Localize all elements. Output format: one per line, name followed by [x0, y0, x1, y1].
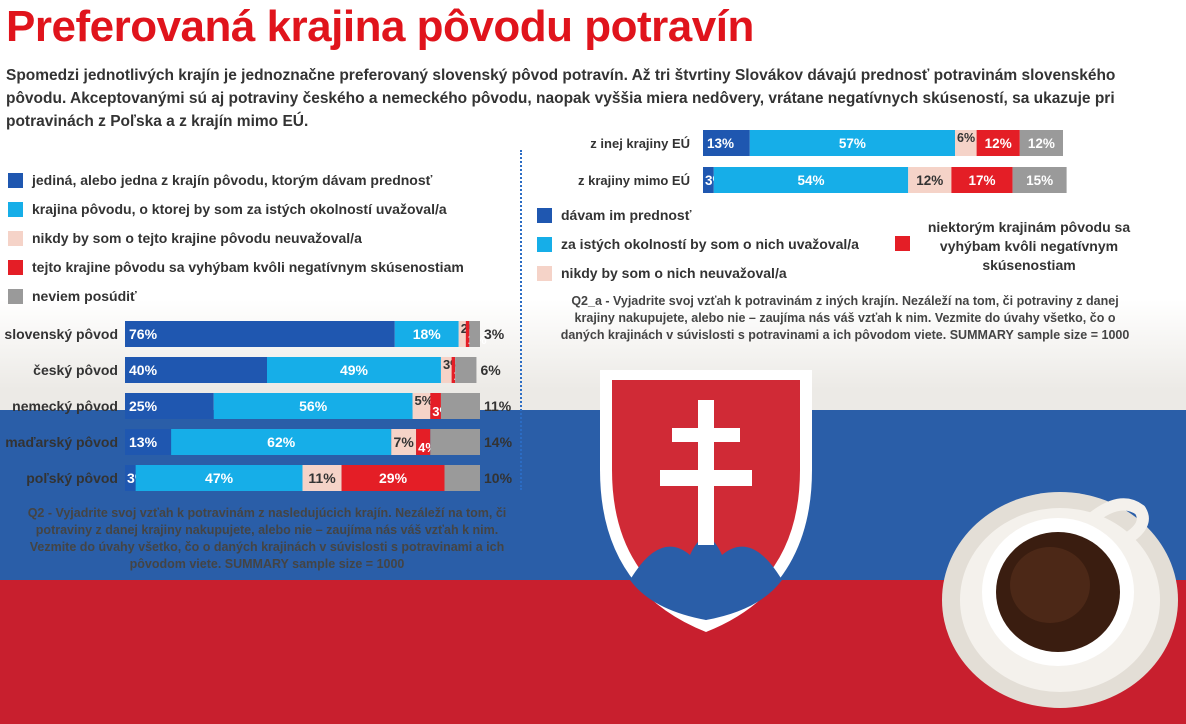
legend-label: dávam im prednosť: [561, 207, 692, 223]
legend-swatch: [8, 173, 23, 188]
bar-segment: [440, 393, 480, 419]
bar-segment: [465, 321, 470, 347]
data-label: 25%: [129, 398, 158, 414]
data-label: 47%: [205, 470, 234, 486]
bar-segment: [451, 357, 456, 383]
category-label: z krajiny mimo EÚ: [578, 173, 690, 188]
bar-segment: [412, 393, 431, 419]
data-label: 5%: [415, 393, 434, 408]
data-label: 12%: [1028, 136, 1055, 151]
data-label: 11%: [308, 470, 336, 486]
q2-footnote: Q2 - Vyjadrite svoj vzťah k potravinám z…: [27, 506, 507, 571]
data-label: 12%: [916, 173, 943, 188]
bar-segment: [302, 465, 342, 491]
data-label: 3%: [484, 326, 505, 342]
bar-segment: [171, 429, 392, 455]
data-label: 6%: [480, 362, 501, 378]
bar-segment: [440, 357, 452, 383]
data-label: 11%: [484, 398, 512, 414]
category-label: maďarský pôvod: [5, 434, 118, 450]
bar-segment: [955, 130, 977, 156]
legend-swatch: [537, 237, 552, 252]
coat-of-arms-icon: [600, 370, 812, 632]
bar-segment: [908, 167, 952, 193]
bar-segment: [458, 321, 466, 347]
data-label: 12%: [985, 136, 1012, 151]
q2a-footnote: Q2_a - Vyjadrite svoj vzťah k potravinám…: [560, 294, 1130, 342]
data-label: 18%: [413, 326, 442, 342]
category-label: nemecký pôvod: [12, 398, 118, 414]
legend-label: tejto krajine pôvodu sa vyhýbam kvôli ne…: [32, 259, 464, 275]
data-label: 57%: [839, 136, 866, 151]
category-label: poľský pôvod: [26, 470, 118, 486]
legend-swatch: [895, 236, 910, 251]
bar-segment: [125, 357, 267, 383]
bar-segment: [135, 465, 303, 491]
legend-label: neviem posúdiť: [32, 288, 137, 304]
legend-swatch: [537, 266, 552, 281]
bar-segment: [213, 393, 413, 419]
bar-segment: [951, 167, 1013, 193]
bar-segment: [749, 130, 955, 156]
data-label: 54%: [797, 173, 824, 188]
data-label: 76%: [129, 326, 158, 342]
data-label: 13%: [129, 434, 158, 450]
data-label: 7%: [394, 434, 415, 450]
data-label: 13%: [707, 136, 734, 151]
bar-segment: [1012, 167, 1067, 193]
category-label: z inej krajiny EÚ: [590, 136, 690, 151]
bar-segment: [703, 130, 750, 156]
legend-label: za istých okolností by som o nich uvažov…: [561, 236, 859, 252]
data-label: 15%: [1026, 173, 1053, 188]
legend-label: nikdy by som o nich neuvažoval/a: [561, 265, 787, 281]
bar-segment: [1019, 130, 1063, 156]
coffee-cup-icon: [942, 492, 1178, 708]
bar-segment: [703, 167, 714, 193]
data-label: 17%: [968, 173, 995, 188]
bar-segment: [713, 167, 909, 193]
category-label: český pôvod: [33, 362, 118, 378]
data-label: 29%: [379, 470, 408, 486]
legend-label: jediná, alebo jedna z krajín pôvodu, kto…: [32, 172, 433, 188]
data-label: 6%: [957, 131, 975, 145]
legend-swatch: [537, 208, 552, 223]
bar-segment: [976, 130, 1020, 156]
bar-segment: [341, 465, 445, 491]
legend-label: nikdy by som o tejto krajine pôvodu neuv…: [32, 230, 362, 246]
bar-segment: [416, 429, 431, 455]
column-divider: [520, 150, 522, 490]
bar-segment: [125, 393, 214, 419]
legend-swatch: [8, 231, 23, 246]
data-label: 10%: [484, 470, 513, 486]
bar-segment: [430, 429, 480, 455]
data-label: 14%: [484, 434, 513, 450]
bar-segment: [125, 465, 136, 491]
bar-segment: [444, 465, 480, 491]
data-label: 62%: [267, 434, 296, 450]
bar-segment: [391, 429, 417, 455]
bar-segment: [267, 357, 441, 383]
bar-segment: [430, 393, 441, 419]
bar-segment: [125, 321, 395, 347]
legend-swatch: [8, 289, 23, 304]
data-label: 49%: [340, 362, 369, 378]
bar-segment: [469, 321, 480, 347]
legend-swatch: [8, 202, 23, 217]
bar-segment: [394, 321, 459, 347]
category-label: slovenský pôvod: [4, 326, 118, 342]
bar-segment: [125, 429, 172, 455]
bar-segment: [455, 357, 477, 383]
other-countries-chart: z inej krajiny EÚ 13% 57% 6% 12% 12% z krajiny…: [578, 130, 1067, 193]
legend-label: krajina pôvodu, o ktorej by som za istýc…: [32, 201, 447, 217]
page-title: Preferovaná krajina pôvodu potravín: [6, 2, 754, 51]
legend-swatch: [8, 260, 23, 275]
intro-text: Spomedzi jednotlivých krajín je jednozna…: [6, 67, 1116, 130]
data-label: 40%: [129, 362, 158, 378]
legend-label: niektorým krajinám pôvodu sa vyhýbam kvô…: [927, 219, 1131, 273]
data-label: 56%: [299, 398, 328, 414]
